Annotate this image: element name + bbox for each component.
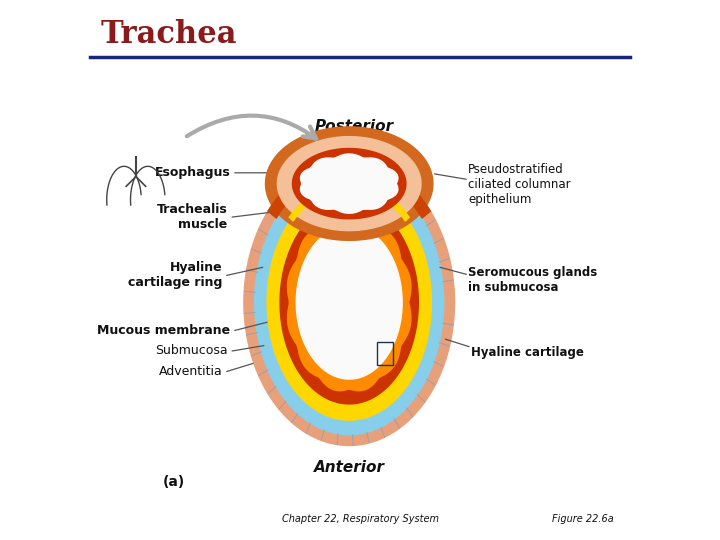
Text: Chapter 22, Respiratory System: Chapter 22, Respiratory System: [282, 515, 438, 524]
Text: Anterior: Anterior: [314, 460, 384, 475]
Text: Mucous membrane: Mucous membrane: [97, 324, 230, 337]
Polygon shape: [266, 127, 433, 240]
Text: Trachea: Trachea: [101, 19, 238, 50]
Polygon shape: [267, 185, 431, 420]
Polygon shape: [244, 159, 454, 446]
Polygon shape: [277, 137, 421, 231]
Text: (a): (a): [163, 475, 185, 489]
Polygon shape: [289, 182, 409, 221]
Polygon shape: [268, 159, 431, 218]
Polygon shape: [300, 154, 398, 213]
Bar: [377, 342, 394, 364]
Text: Hyaline
cartilage ring: Hyaline cartilage ring: [128, 261, 222, 289]
Polygon shape: [292, 148, 406, 219]
Text: Submucosa: Submucosa: [155, 345, 228, 357]
Polygon shape: [255, 170, 444, 435]
Text: Pseudostratified
ciliated columnar
epithelium: Pseudostratified ciliated columnar epith…: [468, 163, 571, 206]
Polygon shape: [287, 214, 411, 391]
Text: Adventitia: Adventitia: [158, 365, 222, 378]
Text: Esophagus: Esophagus: [155, 166, 230, 179]
Text: Seromucous glands
in submucosa: Seromucous glands in submucosa: [468, 266, 598, 294]
Text: Lumen of
trachea: Lumen of trachea: [318, 286, 376, 314]
Text: Posterior: Posterior: [315, 119, 394, 134]
Text: Trachealis
muscle: Trachealis muscle: [157, 203, 228, 231]
Polygon shape: [297, 226, 402, 379]
Text: Figure 22.6a: Figure 22.6a: [552, 515, 613, 524]
Text: Hyaline cartilage: Hyaline cartilage: [471, 346, 584, 359]
Polygon shape: [280, 201, 418, 404]
